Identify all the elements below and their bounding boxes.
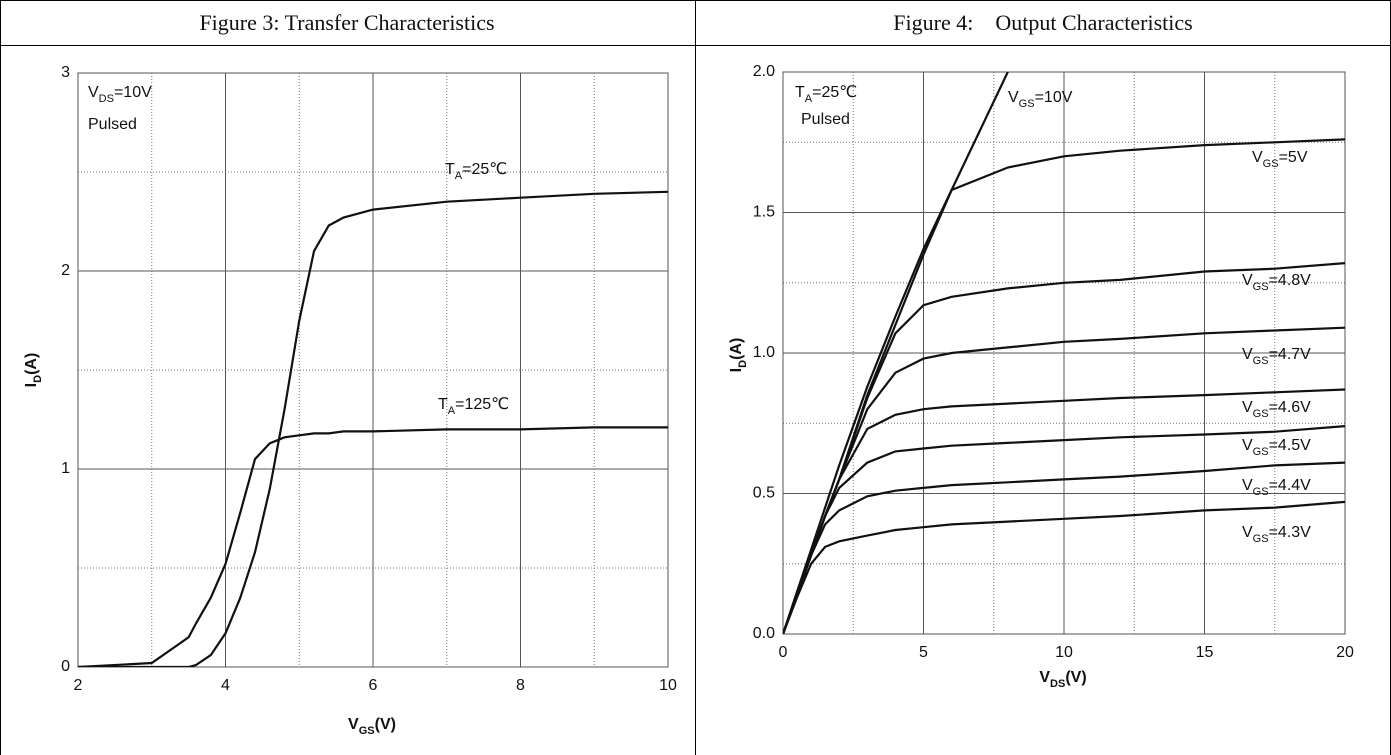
series-label-part: GS xyxy=(1019,98,1035,110)
annotation: Pulsed xyxy=(88,116,137,133)
y-tick-label: 1.5 xyxy=(753,204,775,221)
x-axis-title: VGS(V) xyxy=(348,716,396,737)
series-label-part: =125℃ xyxy=(455,396,509,413)
series-label-part: GS xyxy=(1253,355,1269,367)
y-tick-label: 1.0 xyxy=(753,344,775,361)
annotation-part: V xyxy=(88,84,99,101)
y-tick-label: 0 xyxy=(61,658,70,675)
annotation: Pulsed xyxy=(801,111,850,128)
series-line xyxy=(783,72,1009,634)
series-label-part: GS xyxy=(1263,158,1279,170)
y-axis-title-part: I xyxy=(728,368,745,372)
x-axis-title-part: V xyxy=(1039,669,1050,686)
series-label-part: =4.3V xyxy=(1269,524,1312,541)
x-axis-title-part: GS xyxy=(359,725,375,737)
x-tick-label: 2 xyxy=(74,677,83,694)
series-label: VGS=4.3V xyxy=(1242,524,1311,545)
annotation-part: T xyxy=(795,84,805,101)
y-axis-title-part: I xyxy=(23,383,40,387)
series-label-part: =4.5V xyxy=(1269,437,1312,454)
series-label-part: GS xyxy=(1253,486,1269,498)
x-tick-label: 10 xyxy=(659,677,677,694)
series-label: TA=125℃ xyxy=(438,396,509,417)
series-label-part: =10V xyxy=(1035,89,1073,106)
series-label-part: V xyxy=(1008,89,1019,106)
series-label-part: =25℃ xyxy=(462,161,507,178)
annotation: TA=25℃ xyxy=(795,84,857,105)
x-axis-title-part: V xyxy=(348,716,359,733)
series-label: TA=25℃ xyxy=(445,161,507,182)
series-label-part: V xyxy=(1252,149,1263,166)
series-label-part: V xyxy=(1242,346,1253,363)
y-tick-label: 3 xyxy=(61,64,70,81)
y-tick-label: 1 xyxy=(61,460,70,477)
annotation-part: Pulsed xyxy=(88,116,137,133)
x-axis-title-part: (V) xyxy=(375,716,396,733)
series-label: VGS=4.5V xyxy=(1242,437,1311,458)
series-line xyxy=(783,461,1345,634)
series-label-part: V xyxy=(1242,524,1253,541)
series-line xyxy=(78,190,668,667)
series-label: VGS=10V xyxy=(1008,89,1073,110)
y-axis-title-part: D xyxy=(32,375,44,383)
series-label-part: T xyxy=(438,396,448,413)
series-line xyxy=(78,426,668,667)
x-axis-title: VDS(V) xyxy=(1039,669,1086,690)
x-tick-label: 10 xyxy=(1055,644,1073,661)
annotation-part: A xyxy=(805,93,813,105)
figure-title: Figure 4: Output Characteristics xyxy=(893,10,1192,35)
y-tick-label: 0.5 xyxy=(753,485,775,502)
series-label: VGS=4.7V xyxy=(1242,346,1311,367)
series-label-part: =5V xyxy=(1279,149,1308,166)
figure-title: Figure 3: Transfer Characteristics xyxy=(199,10,494,35)
series-label: VGS=5V xyxy=(1252,149,1308,170)
x-tick-label: 20 xyxy=(1336,644,1354,661)
x-tick-label: 5 xyxy=(919,644,928,661)
y-tick-label: 2.0 xyxy=(753,63,775,80)
series-label-part: GS xyxy=(1253,533,1269,545)
x-tick-label: 6 xyxy=(369,677,378,694)
series-label: VGS=4.8V xyxy=(1242,272,1311,293)
series-label-part: T xyxy=(445,161,455,178)
series-label-part: GS xyxy=(1253,408,1269,420)
series-label-part: GS xyxy=(1253,281,1269,293)
series-label-part: =4.7V xyxy=(1269,346,1312,363)
annotation: VDS=10V xyxy=(88,84,152,105)
x-tick-label: 15 xyxy=(1196,644,1214,661)
series-label-part: V xyxy=(1242,477,1253,494)
y-axis-title: ID(A) xyxy=(728,338,749,373)
series-line xyxy=(783,500,1345,634)
y-axis-title: ID(A) xyxy=(23,353,44,388)
x-axis-title-part: (V) xyxy=(1065,669,1086,686)
x-axis-title-part: DS xyxy=(1050,678,1065,690)
y-axis-title-part: D xyxy=(737,360,749,368)
annotation-part: =25℃ xyxy=(812,84,857,101)
series-label-part: A xyxy=(455,170,463,182)
series-label: VGS=4.6V xyxy=(1242,399,1311,420)
y-axis-title-part: (A) xyxy=(728,338,745,360)
series-label: VGS=4.4V xyxy=(1242,477,1311,498)
series-label-part: GS xyxy=(1253,446,1269,458)
y-tick-label: 2 xyxy=(61,262,70,279)
annotation-part: =10V xyxy=(114,84,152,101)
y-axis-title-part: (A) xyxy=(23,353,40,375)
annotation-part: DS xyxy=(99,93,114,105)
series-label-part: =4.4V xyxy=(1269,477,1312,494)
annotation-part: Pulsed xyxy=(801,111,850,128)
series-line xyxy=(783,425,1345,634)
x-tick-label: 0 xyxy=(779,644,788,661)
series-label-part: V xyxy=(1242,399,1253,416)
x-tick-label: 4 xyxy=(221,677,230,694)
y-tick-label: 0.0 xyxy=(753,625,775,642)
series-label-part: A xyxy=(448,405,456,417)
series-label-part: =4.8V xyxy=(1269,272,1312,289)
series-label-part: =4.6V xyxy=(1269,399,1312,416)
series-label-part: V xyxy=(1242,272,1253,289)
x-tick-label: 8 xyxy=(516,677,525,694)
series-label-part: V xyxy=(1242,437,1253,454)
